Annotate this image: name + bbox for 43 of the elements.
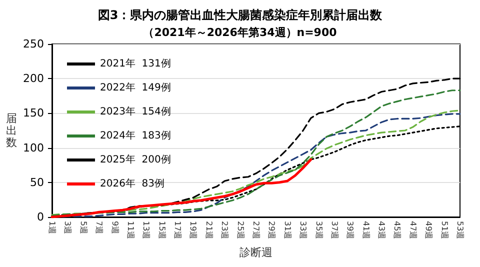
legend-label: 2025年 200例 — [100, 154, 171, 166]
x-tick-label: 39週 — [346, 221, 355, 240]
x-tick-label: 15週 — [157, 221, 166, 240]
x-tick-label: 1週 — [48, 221, 56, 234]
legend-label: 2024年 183例 — [100, 130, 171, 142]
legend-label: 2023年 154例 — [100, 106, 171, 118]
legend-label: 2021年 131例 — [100, 58, 171, 70]
x-tick-label: 51週 — [440, 221, 449, 240]
y-tick-label: 0 — [37, 210, 44, 224]
x-axis-title: 診断週 — [240, 246, 272, 260]
chart-subtitle: （2021年～2026年第34週）n=900 — [143, 26, 338, 39]
x-tick-label: 17週 — [173, 221, 182, 240]
x-tick-label: 19週 — [188, 221, 198, 240]
x-tick-label: 13週 — [142, 221, 151, 240]
x-tick-label: 25週 — [236, 221, 245, 240]
x-tick-label: 37週 — [330, 221, 339, 240]
x-tick-label: 21週 — [204, 221, 214, 240]
x-tick-label: 47週 — [408, 221, 418, 240]
x-tick-label: 45週 — [392, 221, 402, 240]
y-tick-label: 50 — [30, 176, 44, 189]
legend-label: 2022年 149例 — [100, 82, 171, 94]
x-tick-label: 29週 — [267, 221, 276, 240]
x-tick-label: 31週 — [282, 221, 292, 240]
x-tick-label: 9週 — [110, 221, 120, 234]
y-tick-label: 200 — [23, 72, 44, 86]
y-axis-title: 届出数 — [6, 112, 18, 149]
y-tick-label: 100 — [23, 141, 44, 154]
x-tick-label: 53週 — [456, 221, 464, 240]
x-tick-label: 3週 — [63, 221, 72, 234]
x-tick-label: 33週 — [298, 221, 308, 240]
x-tick-label: 41週 — [361, 221, 370, 240]
x-tick-label: 5週 — [78, 221, 88, 234]
x-tick-label: 43週 — [377, 221, 386, 240]
x-tick-label: 35週 — [314, 221, 324, 240]
x-tick-label: 49週 — [424, 221, 434, 240]
x-tick-label: 7週 — [94, 221, 104, 234]
legend-label: 2026年 83例 — [100, 178, 165, 190]
chart-title: 図3：県内の腸管出血性大腸菌感染症年別累計届出数 — [98, 8, 384, 22]
y-tick-label: 150 — [23, 106, 44, 120]
y-tick-label: 250 — [23, 38, 44, 50]
x-tick-label: 27週 — [252, 221, 260, 240]
x-tick-label: 11週 — [126, 221, 135, 240]
x-tick-label: 23週 — [220, 221, 230, 240]
